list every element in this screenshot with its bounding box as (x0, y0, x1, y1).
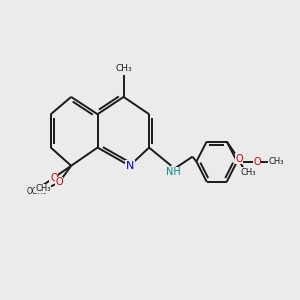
Text: N: N (125, 161, 134, 171)
Text: O: O (55, 178, 63, 188)
Text: O: O (235, 154, 243, 164)
Text: O: O (253, 157, 261, 166)
Text: O: O (50, 172, 58, 183)
Text: CH₃: CH₃ (240, 168, 256, 177)
Text: CH₃: CH₃ (115, 64, 132, 73)
Text: OCH₃: OCH₃ (27, 188, 47, 196)
Text: NH: NH (166, 167, 180, 177)
Text: CH₃: CH₃ (268, 157, 283, 166)
Text: CH₃: CH₃ (35, 184, 51, 193)
